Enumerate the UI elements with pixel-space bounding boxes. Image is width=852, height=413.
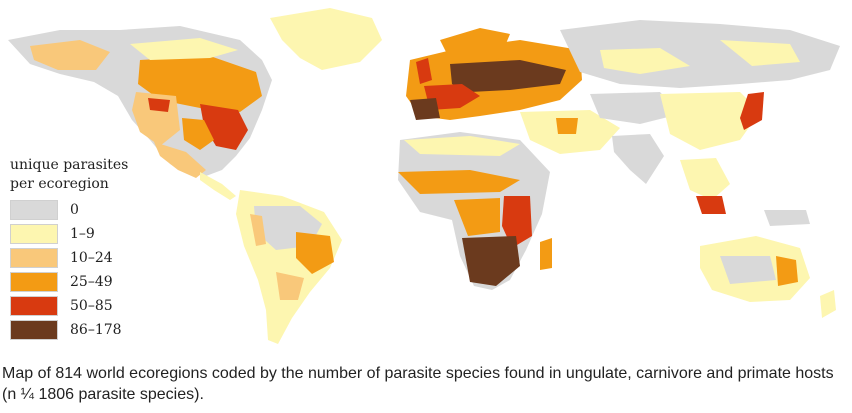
- alaska: [30, 40, 110, 70]
- us-southeast: [182, 118, 214, 150]
- greenland-landmass: [270, 8, 382, 70]
- north-africa-coast: [404, 136, 520, 156]
- andes-north: [250, 214, 266, 246]
- mexico: [154, 142, 206, 178]
- scandinavia: [440, 28, 510, 70]
- legend-item-1: 1–9: [10, 222, 160, 246]
- legend-item-0: 0: [10, 198, 160, 222]
- australia-interior: [720, 256, 776, 284]
- legend-label: 0: [70, 202, 79, 218]
- borneo: [696, 196, 726, 214]
- legend-swatch: [10, 296, 58, 316]
- legend-item-3: 25–49: [10, 270, 160, 294]
- southeast-asia: [680, 158, 730, 200]
- china-east-asia: [660, 92, 760, 150]
- east-siberia: [720, 40, 800, 66]
- canada-north: [130, 38, 238, 60]
- southern-africa: [462, 236, 520, 286]
- madagascar: [540, 238, 552, 270]
- legend-label: 50–85: [70, 298, 113, 314]
- new-zealand: [820, 290, 836, 318]
- legend-title-line1: unique parasites: [10, 157, 129, 173]
- central-europe: [450, 60, 566, 92]
- legend-title-line2: per ecoregion: [10, 176, 109, 192]
- legend-item-2: 10–24: [10, 246, 160, 270]
- western-europe: [424, 84, 480, 110]
- legend-item-5: 86–178: [10, 318, 160, 342]
- legend-label: 86–178: [70, 322, 122, 338]
- us-great-basin: [148, 98, 170, 112]
- figure-caption: Map of 814 world ecoregions coded by the…: [2, 365, 834, 403]
- iberia: [410, 98, 440, 120]
- british-isles: [416, 58, 432, 84]
- sahel: [398, 170, 520, 194]
- legend-label: 1–9: [70, 226, 95, 242]
- legend-item-4: 50–85: [10, 294, 160, 318]
- legend-swatch: [10, 224, 58, 244]
- caucasus: [556, 118, 578, 134]
- east-africa: [502, 196, 532, 248]
- australia-east: [776, 256, 798, 286]
- brazil-highlands: [296, 232, 334, 274]
- legend-swatch: [10, 200, 58, 220]
- central-america: [200, 172, 236, 200]
- central-asia: [590, 92, 680, 124]
- central-africa: [454, 198, 500, 236]
- legend-swatch: [10, 272, 58, 292]
- map-legend: unique parasites per ecoregion 0 1–9 10–…: [10, 156, 160, 342]
- legend-label: 25–49: [70, 274, 113, 290]
- india: [612, 134, 664, 184]
- west-siberia: [600, 48, 690, 74]
- world-map: [8, 8, 840, 344]
- legend-swatch: [10, 248, 58, 268]
- legend-label: 10–24: [70, 250, 113, 266]
- legend-swatch: [10, 320, 58, 340]
- japan: [740, 92, 764, 130]
- pampas: [276, 272, 304, 300]
- new-guinea: [764, 210, 810, 226]
